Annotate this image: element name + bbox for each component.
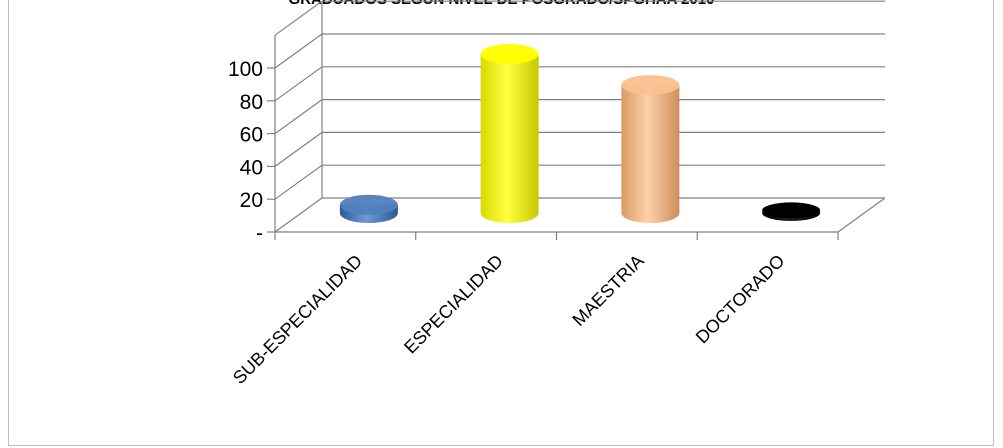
bar-top (762, 202, 821, 219)
bar-maestria (621, 75, 680, 224)
side-gridline (274, 66, 323, 102)
bar-especialidad (480, 43, 539, 224)
side-gridline (274, 197, 323, 233)
floor-edge (837, 197, 886, 233)
side-gridline (274, 99, 323, 135)
bar-top (480, 43, 539, 64)
y-tick-label: 20 (240, 189, 263, 212)
y-tick-label: 60 (240, 124, 263, 147)
bar-body (621, 85, 680, 224)
category-label: ESPECIALIDAD (400, 251, 507, 358)
bar-top (621, 75, 680, 96)
bar-top (339, 194, 398, 215)
bar-sub-especialidad (339, 194, 398, 224)
side-gridline (274, 33, 323, 69)
category-label: DOCTORADO (692, 251, 789, 348)
chart-title: GRADUADOS SEGÚN NIVEL DE POSGRADO/SPGHAA… (0, 0, 1003, 8)
side-gridline (274, 0, 323, 36)
side-gridline (274, 164, 323, 200)
bar-doctorado (762, 202, 821, 221)
category-label: MAESTRIA (568, 251, 647, 330)
side-gridline (274, 131, 323, 167)
bar-body (480, 53, 539, 224)
y-tick-label: - (256, 222, 263, 245)
y-tick-label: 80 (240, 91, 263, 114)
y-tick-label: 100 (228, 58, 263, 81)
category-label: SUB-ESPECIALIDAD (229, 251, 366, 388)
y-tick-label: 40 (240, 156, 263, 179)
